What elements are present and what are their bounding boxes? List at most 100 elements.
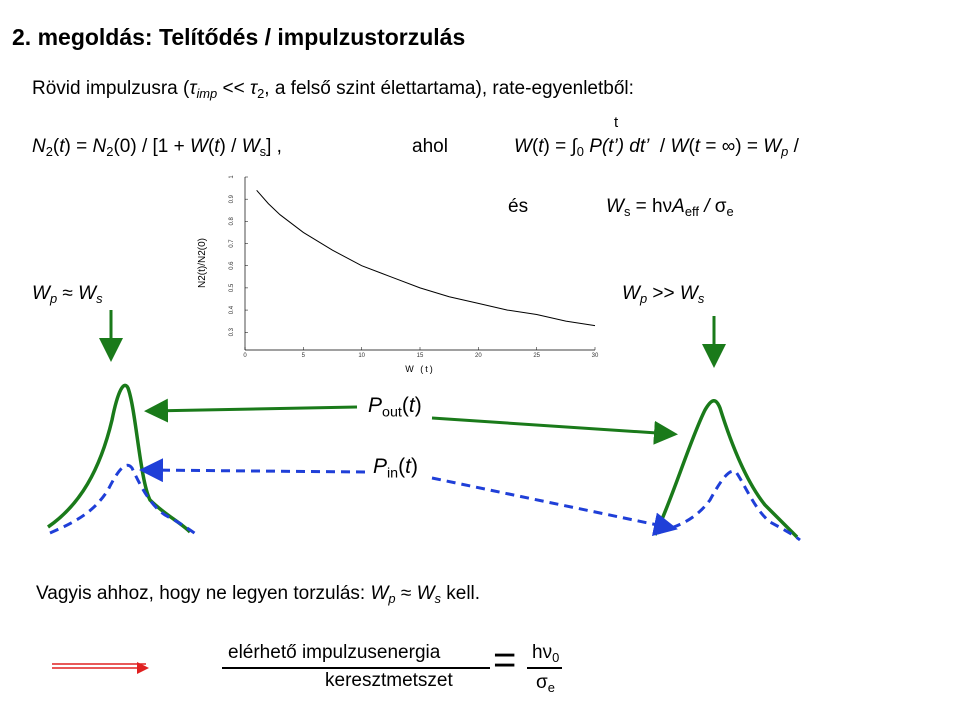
text: t: [59, 136, 65, 157]
text: W: [190, 136, 208, 157]
text: >>: [647, 283, 680, 304]
text: τ: [249, 78, 258, 99]
text: A: [672, 196, 685, 217]
text: , a felső szint élettartama), rate-egyen…: [264, 78, 634, 99]
text: s: [434, 590, 441, 606]
text: W: [622, 283, 640, 304]
conclusion: Vagyis ahhoz, hogy ne legyen torzulás: W…: [36, 583, 480, 606]
text: τ: [189, 78, 197, 99]
y-axis-label: N2(t)/N2(0): [197, 238, 208, 288]
text: W: [606, 196, 624, 217]
text: out: [382, 404, 402, 421]
text: ) = ∫: [543, 136, 577, 157]
text: Rövid impulzusra (: [32, 78, 190, 99]
text: s: [96, 290, 103, 306]
text: p: [781, 143, 789, 159]
equation: W(t) = ∫0 P(t’) dt’ / W(t = ∞) = Wp /: [514, 136, 799, 159]
text: W: [763, 136, 782, 157]
x-tick-label: 10: [358, 353, 365, 359]
text: elérhető impulzusenergia: [228, 642, 441, 663]
text: ): [410, 455, 418, 478]
pout-left: [47, 383, 192, 534]
text: P(t’) dt’: [583, 136, 650, 157]
text: t: [538, 136, 544, 157]
text: s: [697, 290, 705, 306]
text: W: [679, 283, 698, 304]
text: Vagyis ahhoz, hogy ne legyen torzulás:: [36, 583, 371, 604]
text: in: [387, 465, 399, 482]
text: W: [416, 583, 435, 604]
text: e: [547, 679, 555, 695]
text: (: [531, 136, 539, 157]
text: (0) / [1 +: [113, 136, 190, 157]
pin-right: [657, 469, 801, 542]
text: hν: [532, 642, 553, 663]
text: s: [623, 203, 631, 219]
pulses: [47, 310, 801, 674]
intro: Rövid impulzusra (τimp << τ2, a felső sz…: [32, 78, 634, 101]
text: 2: [45, 143, 53, 159]
arrow: [139, 458, 366, 483]
text: σ: [714, 196, 727, 217]
text: 0: [576, 143, 584, 159]
text: ) /: [219, 136, 242, 157]
text: és: [508, 196, 529, 217]
arrow: [144, 398, 358, 423]
text: /: [649, 136, 671, 157]
text: (: [398, 455, 406, 478]
text: keresztmetszet: [325, 670, 453, 691]
curve: [256, 189, 596, 327]
text: (: [52, 136, 60, 157]
y-tick-label: 0.5: [229, 283, 235, 292]
text: =: [493, 638, 517, 682]
x-tick-label: 30: [592, 353, 599, 359]
text: /: [698, 196, 715, 217]
text: P: [368, 394, 383, 417]
y-tick-label: 0.3: [229, 327, 235, 336]
y-tick-label: 0.4: [229, 305, 235, 314]
label: Wp ≈ Ws: [32, 283, 103, 306]
formula-part: σe: [536, 672, 555, 695]
text: ≈: [395, 583, 417, 604]
y-tick-label: 0.9: [229, 194, 235, 203]
text: ahol: [412, 136, 448, 157]
text: W: [241, 136, 260, 157]
y-tick-label: 0.7: [229, 239, 235, 248]
y-tick-label: 0.8: [229, 217, 235, 226]
arrow: [431, 416, 678, 445]
equation: N2(t) = N2(0) / [1 + W(t) / Ws] ,: [32, 136, 282, 159]
text: t: [694, 136, 701, 157]
text: = ∞) =: [700, 136, 764, 157]
text: (: [401, 394, 409, 417]
text: p: [639, 290, 648, 306]
y-tick-label: 0.6: [229, 261, 235, 270]
text: σ: [536, 672, 548, 693]
text: 2: [257, 85, 265, 101]
text: W: [370, 583, 389, 604]
text: ≈: [57, 283, 79, 304]
text: /: [788, 136, 799, 157]
text: <<: [217, 78, 250, 99]
text: t: [214, 136, 220, 157]
text: (: [688, 136, 695, 157]
text: ): [414, 394, 422, 417]
text: 0: [552, 649, 560, 665]
pin-label: Pin(t): [373, 455, 418, 481]
text: W: [32, 283, 50, 304]
text: (: [207, 136, 215, 157]
equation: Ws = hνAeff / σe: [606, 196, 734, 219]
text: t: [405, 455, 411, 478]
arrow: [431, 476, 678, 537]
label: Wp >> Ws: [622, 283, 704, 306]
text: W: [514, 136, 532, 157]
text: e: [726, 203, 734, 219]
x-axis-label: W (t): [405, 364, 435, 374]
x-tick-label: 20: [475, 353, 482, 359]
text: W: [78, 283, 97, 304]
text: s: [259, 143, 267, 159]
text: t: [614, 114, 619, 131]
text: kell.: [440, 583, 481, 604]
text: eff: [684, 203, 699, 219]
